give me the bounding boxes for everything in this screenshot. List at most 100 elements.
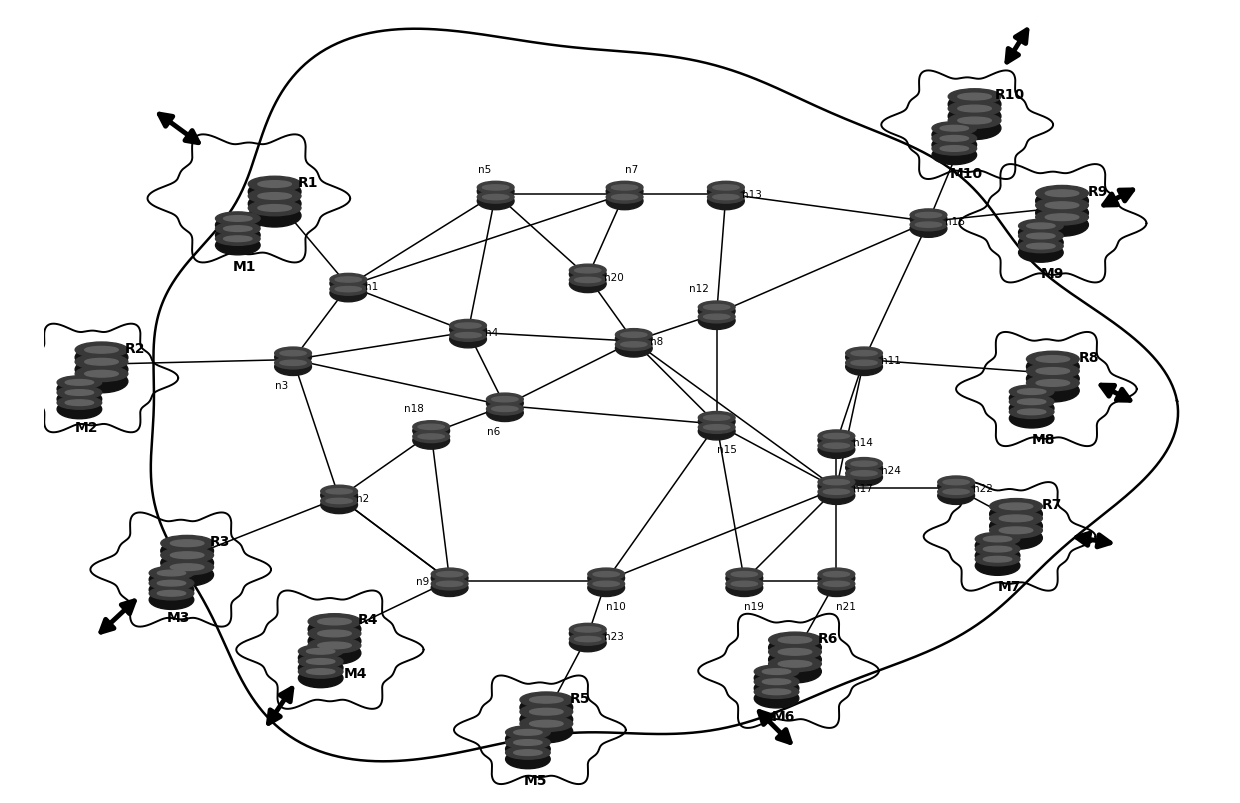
Ellipse shape [330,285,367,303]
Text: M6: M6 [773,709,795,723]
Ellipse shape [983,536,1012,542]
Ellipse shape [477,193,515,210]
Ellipse shape [1018,220,1063,233]
Text: M1: M1 [233,259,257,273]
Ellipse shape [161,540,213,563]
Ellipse shape [611,195,637,201]
Ellipse shape [326,489,352,495]
Ellipse shape [851,351,877,357]
Ellipse shape [708,182,744,194]
Ellipse shape [708,192,744,204]
Ellipse shape [763,689,791,695]
Ellipse shape [309,626,361,642]
Ellipse shape [937,487,975,505]
Ellipse shape [57,400,102,419]
Ellipse shape [299,658,343,678]
Ellipse shape [910,210,947,222]
Ellipse shape [703,315,730,320]
Ellipse shape [1045,190,1079,198]
Text: n21: n21 [837,601,857,611]
Ellipse shape [223,216,252,222]
Ellipse shape [949,90,1001,105]
Ellipse shape [149,581,193,600]
Ellipse shape [1035,198,1089,214]
Ellipse shape [818,442,854,459]
Ellipse shape [321,486,357,498]
Text: n6: n6 [487,426,500,436]
Ellipse shape [1035,186,1089,202]
Text: R1: R1 [298,176,319,190]
Ellipse shape [1009,396,1054,409]
Ellipse shape [216,236,260,255]
Ellipse shape [321,487,357,504]
Ellipse shape [1035,190,1089,213]
Ellipse shape [779,649,812,655]
Ellipse shape [932,143,977,156]
Ellipse shape [84,347,118,353]
Ellipse shape [818,430,854,442]
Text: M3: M3 [167,610,190,625]
Ellipse shape [593,572,619,577]
Ellipse shape [506,729,551,748]
Ellipse shape [818,440,854,452]
Ellipse shape [1027,376,1079,391]
Ellipse shape [248,193,301,216]
Ellipse shape [248,205,301,228]
Text: n22: n22 [972,484,992,494]
Ellipse shape [769,644,821,660]
Ellipse shape [57,397,102,410]
Ellipse shape [486,393,523,406]
Text: n15: n15 [717,445,737,454]
Ellipse shape [990,511,1043,527]
Ellipse shape [769,637,821,659]
Ellipse shape [932,126,977,145]
Text: M9: M9 [1040,267,1064,280]
Ellipse shape [615,329,652,341]
Ellipse shape [157,591,186,597]
Ellipse shape [477,183,515,201]
Ellipse shape [57,386,102,400]
Ellipse shape [436,581,463,587]
Ellipse shape [615,339,652,351]
Ellipse shape [851,361,877,366]
Ellipse shape [932,136,977,155]
Ellipse shape [223,226,252,232]
Ellipse shape [976,532,1019,546]
Ellipse shape [432,579,467,597]
Ellipse shape [317,642,351,649]
Ellipse shape [520,720,573,743]
Text: R5: R5 [569,691,590,705]
Text: R2: R2 [124,341,145,355]
Ellipse shape [1009,389,1054,408]
Ellipse shape [615,340,652,357]
Text: M2: M2 [74,420,98,434]
Ellipse shape [216,233,260,246]
Ellipse shape [450,329,486,342]
Ellipse shape [725,569,763,587]
Ellipse shape [593,581,619,587]
Ellipse shape [299,665,343,679]
Ellipse shape [413,422,450,434]
Ellipse shape [990,527,1043,549]
Ellipse shape [216,222,260,236]
Ellipse shape [698,414,735,430]
Ellipse shape [823,480,849,485]
Ellipse shape [432,569,467,587]
Ellipse shape [818,569,854,581]
Ellipse shape [1027,224,1055,230]
Ellipse shape [606,182,644,194]
Ellipse shape [846,459,883,477]
Ellipse shape [606,183,644,201]
Ellipse shape [321,495,357,507]
Ellipse shape [161,536,213,552]
Ellipse shape [418,425,444,430]
Text: n18: n18 [404,403,424,414]
Ellipse shape [1045,202,1079,210]
Text: n12: n12 [689,284,709,294]
Ellipse shape [937,476,975,488]
Ellipse shape [1045,214,1079,222]
Text: n20: n20 [604,272,624,283]
Ellipse shape [170,564,203,571]
Ellipse shape [574,278,601,283]
Ellipse shape [713,185,739,191]
